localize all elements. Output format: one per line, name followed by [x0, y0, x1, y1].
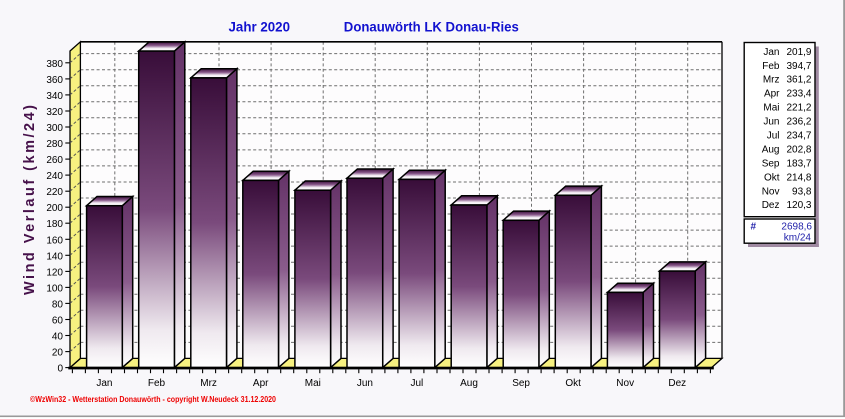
- svg-text:Dez: Dez: [762, 200, 780, 211]
- svg-text:40: 40: [52, 332, 64, 343]
- svg-text:Okt: Okt: [565, 378, 581, 389]
- svg-text:Jan: Jan: [763, 47, 779, 58]
- svg-text:300: 300: [46, 123, 63, 134]
- svg-text:Jahr 2020: Jahr 2020: [229, 19, 291, 34]
- svg-text:160: 160: [46, 235, 63, 246]
- svg-text:140: 140: [46, 251, 63, 262]
- svg-text:Nov: Nov: [762, 186, 780, 197]
- svg-text:361,2: 361,2: [786, 75, 811, 86]
- svg-text:20: 20: [52, 348, 64, 359]
- svg-text:Wind Verlauf (km/24): Wind Verlauf (km/24): [22, 105, 38, 295]
- svg-text:Feb: Feb: [762, 61, 780, 72]
- svg-text:180: 180: [46, 219, 63, 230]
- svg-text:320: 320: [46, 107, 63, 118]
- svg-text:Mrz: Mrz: [763, 75, 780, 86]
- svg-text:200: 200: [46, 203, 63, 214]
- svg-text:Mai: Mai: [763, 103, 779, 114]
- svg-text:km/24: km/24: [784, 233, 812, 244]
- svg-text:201,9: 201,9: [786, 47, 811, 58]
- svg-text:380: 380: [46, 59, 63, 70]
- svg-text:394,7: 394,7: [786, 61, 811, 72]
- svg-text:2698,6: 2698,6: [781, 222, 812, 233]
- svg-text:360: 360: [46, 75, 63, 86]
- svg-text:0: 0: [57, 364, 63, 375]
- svg-text:120,3: 120,3: [786, 200, 811, 211]
- svg-text:Jul: Jul: [411, 378, 424, 389]
- svg-text:Mrz: Mrz: [200, 378, 217, 389]
- svg-text:260: 260: [46, 155, 63, 166]
- svg-text:214,8: 214,8: [786, 172, 811, 183]
- svg-text:280: 280: [46, 139, 63, 150]
- svg-text:100: 100: [46, 283, 63, 294]
- svg-text:80: 80: [52, 299, 64, 310]
- svg-text:202,8: 202,8: [786, 144, 811, 155]
- svg-text:233,4: 233,4: [786, 89, 811, 100]
- svg-text:Donauwörth LK Donau-Ries: Donauwörth LK Donau-Ries: [344, 19, 519, 34]
- svg-text:120: 120: [46, 267, 63, 278]
- svg-text:Sep: Sep: [762, 158, 780, 169]
- svg-text:240: 240: [46, 171, 63, 182]
- svg-text:Jun: Jun: [763, 117, 779, 128]
- svg-text:Aug: Aug: [762, 144, 780, 155]
- svg-text:Jul: Jul: [767, 131, 780, 142]
- svg-text:Jun: Jun: [357, 378, 373, 389]
- svg-text:Dez: Dez: [668, 378, 686, 389]
- svg-text:234,7: 234,7: [786, 131, 811, 142]
- svg-text:Okt: Okt: [764, 172, 780, 183]
- svg-text:#: #: [751, 222, 757, 233]
- svg-text:Nov: Nov: [616, 378, 634, 389]
- svg-text:183,7: 183,7: [786, 158, 811, 169]
- svg-text:220: 220: [46, 187, 63, 198]
- svg-text:Aug: Aug: [460, 378, 478, 389]
- svg-text:221,2: 221,2: [786, 103, 811, 114]
- svg-text:236,2: 236,2: [786, 117, 811, 128]
- svg-text:Jan: Jan: [96, 378, 112, 389]
- svg-text:340: 340: [46, 91, 63, 102]
- svg-text:Apr: Apr: [764, 89, 780, 100]
- svg-text:Apr: Apr: [253, 378, 269, 389]
- svg-text:93,8: 93,8: [792, 186, 812, 197]
- svg-text:60: 60: [52, 316, 64, 327]
- svg-text:Feb: Feb: [148, 378, 166, 389]
- svg-text:Mai: Mai: [305, 378, 321, 389]
- svg-text:Sep: Sep: [512, 378, 530, 389]
- svg-text:©WzWin32 - Wetterstation Donau: ©WzWin32 - Wetterstation Donauwörth - co…: [30, 395, 276, 404]
